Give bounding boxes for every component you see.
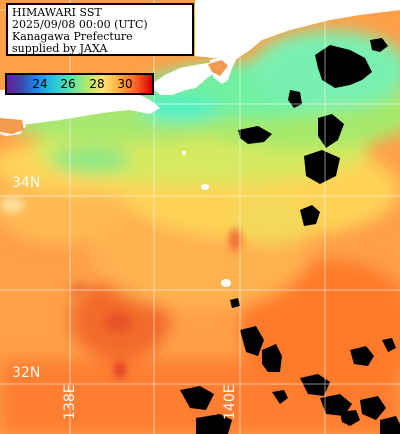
supplier-credit: supplied by JAXA bbox=[12, 42, 108, 55]
info-box: HIMAWARI SST 2025/09/08 00:00 (UTC) Kana… bbox=[6, 3, 194, 56]
product-title: HIMAWARI SST bbox=[12, 6, 102, 19]
color-scale-bar: 24 26 28 30 bbox=[5, 73, 154, 95]
lat-label-32n: 32N bbox=[12, 365, 41, 381]
honshu-coast bbox=[195, 0, 400, 60]
lon-label-138e: 138E bbox=[62, 384, 78, 420]
color-tick-26: 26 bbox=[60, 77, 76, 91]
land-areas bbox=[0, 0, 400, 287]
color-tick-24: 24 bbox=[32, 77, 48, 91]
izu-coast bbox=[0, 85, 160, 126]
color-tick-28: 28 bbox=[89, 77, 105, 91]
color-scale-gradient bbox=[7, 75, 152, 93]
lat-label-34n: 34N bbox=[12, 175, 41, 191]
warm-cores bbox=[0, 197, 241, 379]
lon-label-140e: 140E bbox=[222, 384, 238, 420]
color-tick-30: 30 bbox=[117, 77, 133, 91]
region-name: Kanagawa Prefecture bbox=[12, 30, 133, 43]
timestamp: 2025/09/08 00:00 (UTC) bbox=[12, 18, 148, 31]
